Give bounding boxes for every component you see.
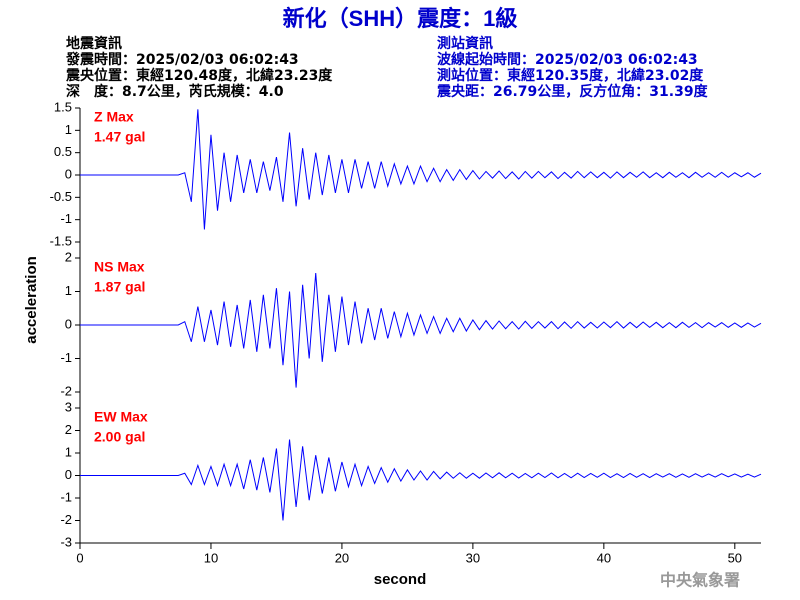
y-tick-label: 0 xyxy=(65,166,72,181)
y-tick-label: -1 xyxy=(60,489,72,504)
chart-title: 新化（SHH）震度：1級 xyxy=(283,6,518,31)
trace-name: EW Max xyxy=(94,409,148,425)
y-tick-label: 1.5 xyxy=(54,99,72,114)
info-right: 震央距：26.79公里，反方位角：31.39度 xyxy=(436,83,709,100)
trace-max: 1.47 gal xyxy=(94,129,145,145)
footer: 中央氣象署 xyxy=(660,571,740,590)
y-axis-title: acceleration xyxy=(23,256,40,344)
y-tick-label: -0.5 xyxy=(50,189,72,204)
y-tick-label: 2 xyxy=(65,249,72,264)
info-right: 測站位置：東經120.35度，北緯23.02度 xyxy=(437,67,704,84)
trace-name: NS Max xyxy=(94,259,145,275)
x-tick-label: 0 xyxy=(76,550,83,565)
x-tick-label: 50 xyxy=(728,550,742,565)
waveform xyxy=(80,439,762,521)
y-tick-label: 1 xyxy=(65,122,72,137)
y-tick-label: 0.5 xyxy=(54,144,72,159)
trace-max: 1.87 gal xyxy=(94,279,145,295)
y-tick-label: -1 xyxy=(60,350,72,365)
info-left: 深 度：8.7公里，芮氏規模：4.0 xyxy=(66,83,284,100)
x-tick-label: 20 xyxy=(335,550,349,565)
info-left: 地震資訊 xyxy=(66,35,122,52)
y-tick-label: 1 xyxy=(65,283,72,298)
y-tick-label: -2 xyxy=(60,512,72,527)
info-right: 波線起始時間：2025/02/03 06:02:43 xyxy=(437,51,698,68)
x-tick-label: 30 xyxy=(466,550,480,565)
info-left: 震央位置：東經120.48度，北緯23.23度 xyxy=(65,67,333,84)
y-tick-label: -1 xyxy=(60,211,72,226)
info-left: 發震時間：2025/02/03 06:02:43 xyxy=(65,51,299,68)
y-tick-label: 0 xyxy=(65,467,72,482)
x-tick-label: 10 xyxy=(204,550,218,565)
y-tick-label: -3 xyxy=(60,534,72,549)
y-tick-label: 2 xyxy=(65,422,72,437)
trace-name: Z Max xyxy=(94,109,134,125)
y-tick-label: -2 xyxy=(60,383,72,398)
x-tick-label: 40 xyxy=(597,550,611,565)
y-tick-label: -1.5 xyxy=(50,233,72,248)
info-right: 測站資訊 xyxy=(437,35,493,52)
y-tick-label: 0 xyxy=(65,316,72,331)
waveform xyxy=(80,273,762,388)
x-axis-title: second xyxy=(374,571,427,588)
trace-max: 2.00 gal xyxy=(94,429,145,445)
y-tick-label: 3 xyxy=(65,399,72,414)
y-tick-label: 1 xyxy=(65,444,72,459)
waveform xyxy=(80,109,762,230)
